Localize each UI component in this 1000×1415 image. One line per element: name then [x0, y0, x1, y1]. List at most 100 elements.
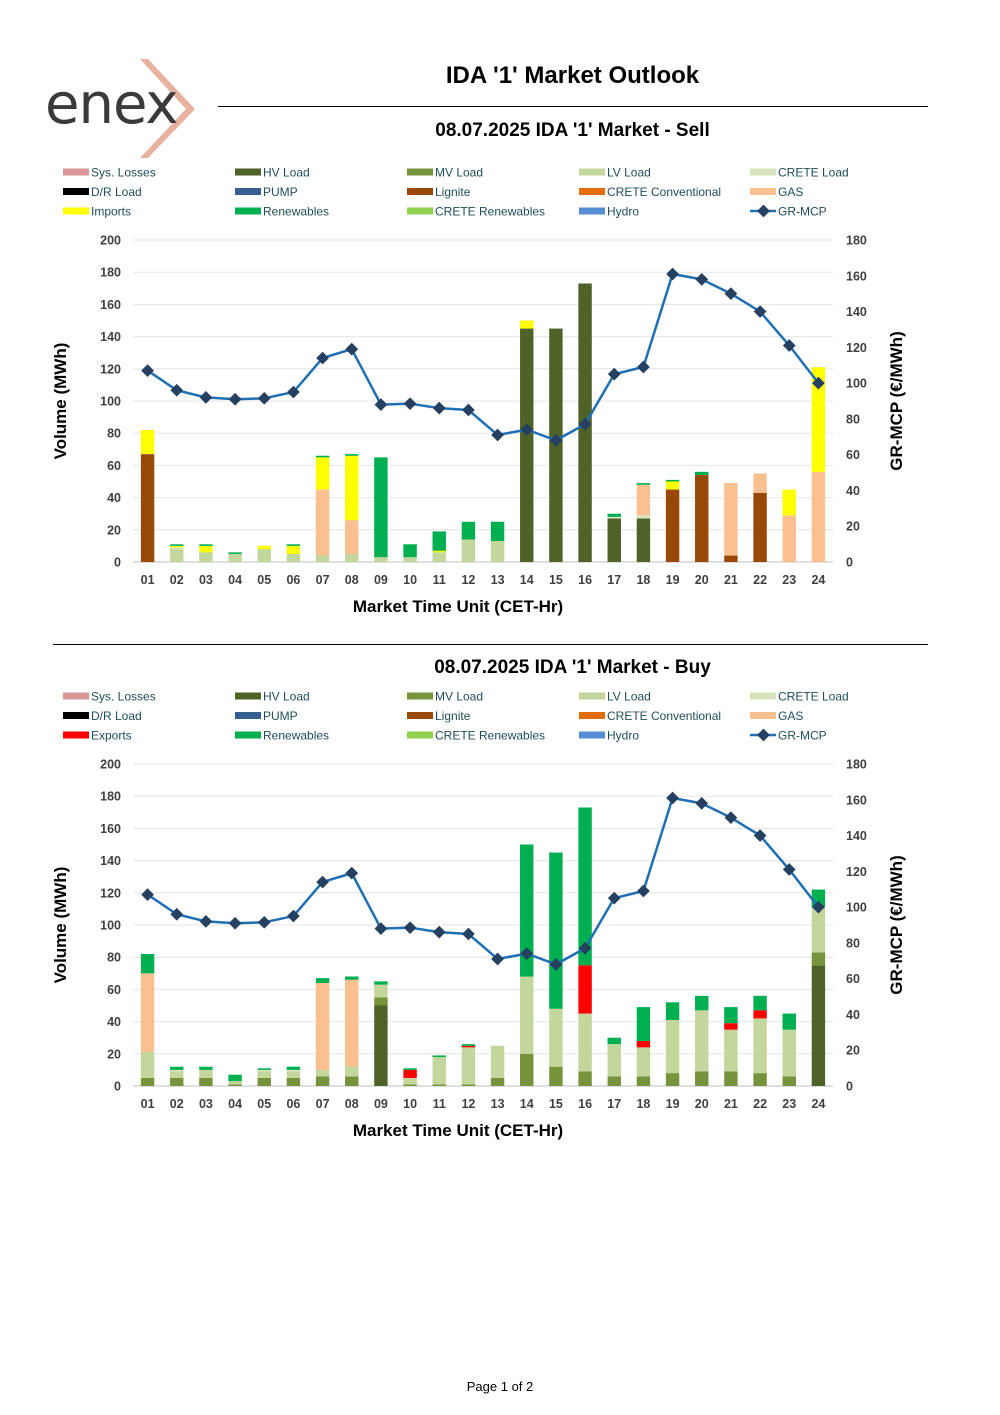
y2-tick-label: 60 — [846, 972, 860, 986]
gr-mcp-marker-05 — [257, 915, 271, 929]
gr-mcp-marker-06 — [287, 385, 300, 399]
x-tick-label: 22 — [753, 1097, 767, 1111]
x-tick-label: 06 — [286, 573, 300, 587]
bar-renewables-22 — [753, 995, 767, 1011]
gr-mcp-marker-18 — [637, 884, 650, 898]
x-tick-label: 15 — [549, 1097, 563, 1111]
gr-mcp-marker-10 — [403, 397, 417, 411]
gr-mcp-marker-20 — [695, 796, 709, 810]
legend-item-crete-conventional: CRETE Conventional — [579, 709, 721, 723]
legend-label: PUMP — [263, 709, 298, 723]
bar-lv-load-22 — [753, 1018, 767, 1074]
legend-label: MV Load — [435, 690, 483, 704]
bar-renewables-10 — [403, 1068, 417, 1070]
bar-lv-load-08 — [345, 1066, 359, 1077]
bar-renewables-23 — [782, 1013, 796, 1030]
legend-label: HV Load — [263, 690, 310, 704]
x-tick-label: 05 — [257, 573, 271, 587]
gr-mcp-marker-11 — [432, 925, 446, 939]
legend-label: LV Load — [607, 690, 651, 704]
gr-mcp-marker-08 — [345, 342, 359, 356]
bar-renewables-11 — [432, 1055, 446, 1058]
gr-mcp-marker-20 — [695, 272, 709, 286]
gr-mcp-marker-11 — [432, 401, 446, 415]
y2-tick-label: 80 — [846, 936, 860, 950]
bar-renewables-08 — [345, 454, 359, 456]
gr-mcp-marker-03 — [199, 391, 213, 404]
legend-swatch — [579, 712, 605, 719]
y2-axis-title: GR-MCP (€/MWh) — [887, 331, 906, 470]
bar-lignite-20 — [695, 475, 709, 562]
gr-mcp-marker-19 — [666, 267, 679, 281]
gr-mcp-marker-17 — [607, 891, 621, 905]
bar-exports-10 — [403, 1069, 417, 1078]
y-tick-label: 100 — [100, 919, 121, 933]
bar-mv-load-07 — [315, 1076, 330, 1086]
x-tick-label: 12 — [461, 573, 475, 587]
legend-swatch — [407, 692, 433, 700]
x-tick-label: 10 — [403, 573, 417, 587]
bar-renewables-12 — [461, 521, 476, 540]
legend-label: Sys. Losses — [91, 690, 156, 704]
bar-mv-load-17 — [607, 1076, 621, 1086]
bar-lv-load-06 — [286, 1071, 301, 1078]
legend-item-exports: Exports — [63, 729, 132, 743]
sell-chart: Sys. Losses HV Load MV Load LV Load CRETE Lo… — [51, 166, 906, 617]
bar-lv-load-12 — [461, 539, 476, 562]
legend-item-sys-losses: Sys. Losses — [63, 166, 156, 180]
legend-swatch — [750, 712, 776, 719]
y-tick-label: 40 — [107, 491, 121, 505]
y2-tick-label: 160 — [846, 793, 867, 807]
y-tick-label: 20 — [107, 1047, 121, 1061]
gr-mcp-marker-17 — [607, 367, 621, 381]
y2-tick-label: 120 — [846, 341, 867, 355]
legend-item-crete-conventional: CRETE Conventional — [579, 185, 721, 199]
gr-mcp-marker-08 — [345, 866, 359, 880]
bar-renewables-01 — [140, 953, 155, 974]
bar-mv-load-08 — [345, 1076, 359, 1086]
bar-mv-load-11 — [432, 1084, 446, 1086]
bar-lv-load-05 — [257, 549, 271, 562]
legend-item-mv-load: MV Load — [407, 166, 483, 180]
section-divider — [53, 644, 928, 645]
bar-lv-load-09 — [374, 557, 388, 562]
bar-lv-load-14 — [520, 976, 534, 1054]
x-tick-label: 24 — [811, 1097, 825, 1111]
bar-exports-16 — [578, 965, 592, 1014]
bar-hv-load-14 — [520, 328, 534, 562]
legend-swatch — [407, 207, 433, 215]
bar-mv-load-18 — [636, 1076, 651, 1086]
bar-renewables-21 — [724, 1007, 738, 1024]
bar-imports-14 — [520, 320, 534, 329]
bar-crete-load-02 — [170, 547, 184, 550]
bar-gas-08 — [345, 979, 359, 1067]
y2-tick-label: 100 — [846, 377, 867, 391]
gr-mcp-marker-18 — [637, 360, 650, 374]
bar-lv-load-02 — [170, 549, 184, 562]
bar-mv-load-14 — [520, 1053, 534, 1086]
y2-axis-title: GR-MCP (€/MWh) — [887, 855, 906, 994]
bar-exports-21 — [724, 1023, 738, 1030]
y-tick-label: 200 — [100, 234, 121, 248]
bar-renewables-12 — [461, 1044, 476, 1046]
legend-label: GR-MCP — [778, 729, 827, 743]
bar-gas-01 — [140, 973, 155, 1053]
legend-label: MV Load — [435, 166, 483, 180]
legend-label: Hydro — [607, 729, 639, 743]
bar-gas-08 — [345, 520, 359, 554]
x-tick-label: 11 — [433, 1097, 446, 1111]
x-tick-label: 13 — [491, 1097, 505, 1111]
bar-mv-load-06 — [286, 1077, 301, 1086]
y-tick-label: 0 — [114, 556, 121, 570]
legend-swatch — [579, 168, 605, 176]
bar-renewables-06 — [286, 1066, 301, 1070]
legend-item-lv-load: LV Load — [579, 166, 651, 180]
legend-item-imports: Imports — [63, 205, 131, 219]
bar-mv-load-16 — [578, 1071, 592, 1086]
bar-lv-load-19 — [665, 1019, 680, 1074]
legend-label: Renewables — [263, 729, 329, 743]
bar-renewables-17 — [607, 513, 621, 517]
bar-mv-load-20 — [695, 1071, 709, 1086]
bar-lv-load-01 — [140, 1052, 155, 1078]
x-tick-label: 11 — [433, 573, 446, 587]
